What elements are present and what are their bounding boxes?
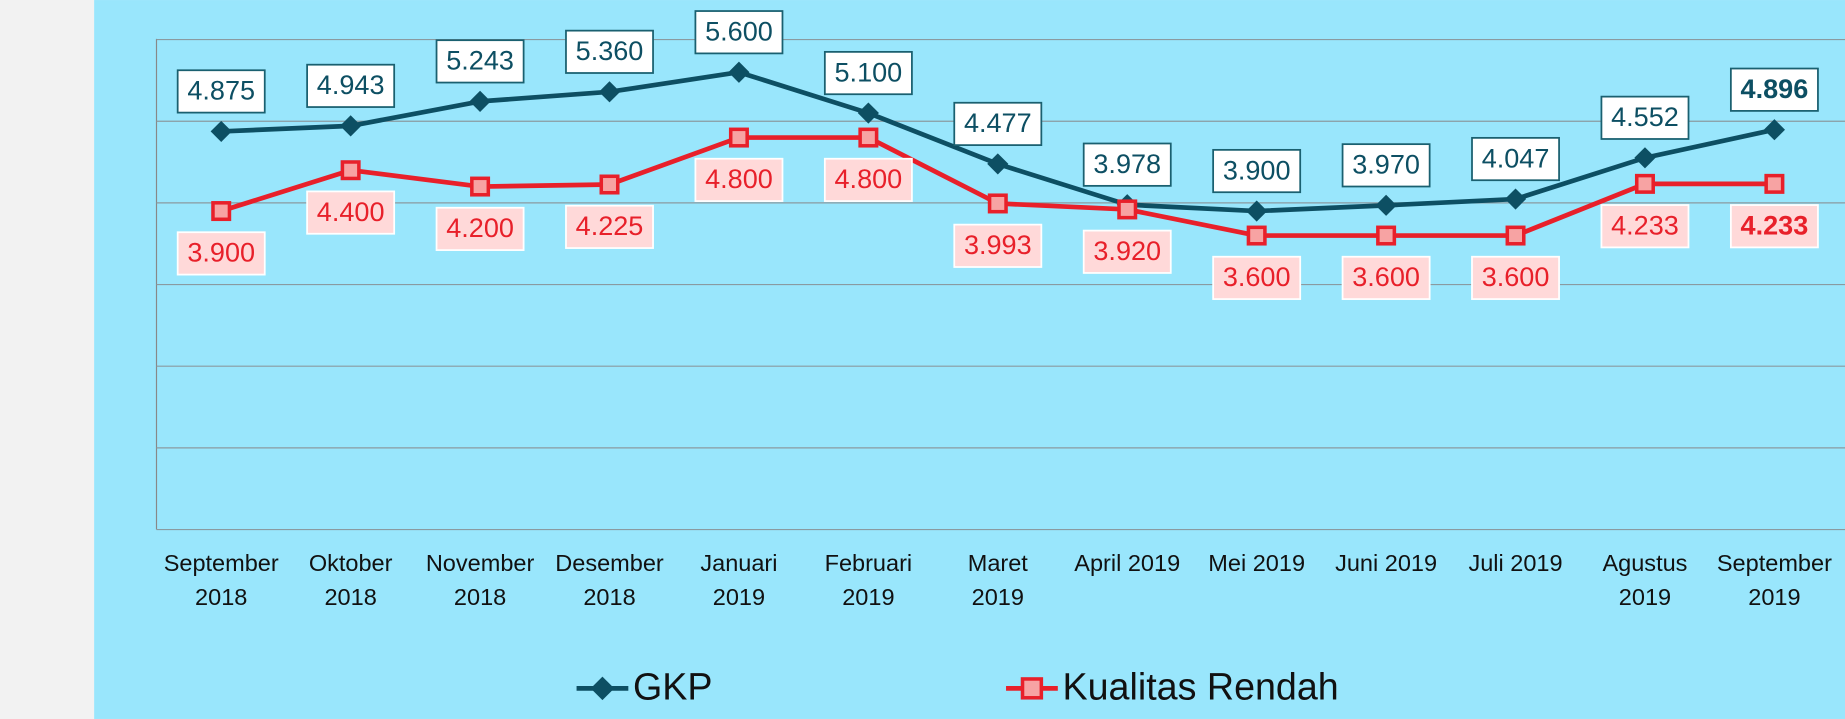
legend-marker xyxy=(590,676,615,701)
data-label-box xyxy=(1729,67,1819,112)
data-label: 3.978 xyxy=(1093,149,1161,179)
data-label-box xyxy=(565,204,654,249)
data-label-box xyxy=(435,206,525,251)
x-tick-label: September 2019 xyxy=(1717,550,1832,610)
data-label: 4.047 xyxy=(1482,143,1550,173)
data-label: 4.400 xyxy=(317,197,385,227)
data-label: 4.200 xyxy=(446,213,514,243)
legend-marker xyxy=(1020,677,1044,700)
data-label: 3.970 xyxy=(1352,150,1420,180)
data-label-box xyxy=(1212,255,1302,300)
point-marker xyxy=(987,193,1008,214)
legend-label: GKP xyxy=(633,666,712,708)
data-label-box xyxy=(306,190,396,235)
x-tick-label: Februari 2019 xyxy=(825,550,913,610)
data-label: 4.225 xyxy=(576,211,644,241)
data-label-box xyxy=(694,10,784,55)
data-label-box xyxy=(953,223,1043,268)
data-label: 4.477 xyxy=(964,108,1032,138)
data-label-box xyxy=(1212,148,1302,194)
data-label: 3.993 xyxy=(964,230,1032,260)
x-tick-label: Juli 2019 xyxy=(1468,550,1562,576)
data-label: 3.900 xyxy=(187,238,255,268)
data-label-box xyxy=(306,63,396,108)
data-label: 4.233 xyxy=(1741,211,1809,241)
data-label-box xyxy=(1082,229,1172,274)
data-label-box xyxy=(823,50,913,96)
data-label: 5.100 xyxy=(835,57,903,87)
point-marker xyxy=(470,176,491,197)
point-marker xyxy=(1375,194,1397,216)
data-label-box xyxy=(1729,204,1819,249)
data-label-box xyxy=(176,231,266,276)
data-label: 3.600 xyxy=(1482,262,1550,292)
data-label-box xyxy=(435,39,525,84)
data-label: 5.360 xyxy=(576,36,644,66)
point-marker xyxy=(858,127,879,148)
point-marker xyxy=(340,115,362,137)
data-label-box xyxy=(565,29,654,74)
data-label: 3.600 xyxy=(1223,262,1291,292)
data-label: 4.233 xyxy=(1611,211,1679,241)
point-marker xyxy=(1117,199,1138,220)
x-tick-label: Maret 2019 xyxy=(968,550,1029,610)
point-marker xyxy=(1376,225,1397,246)
data-label-box xyxy=(1341,143,1431,188)
data-label: 4.943 xyxy=(317,70,385,100)
point-marker xyxy=(1634,147,1656,169)
data-label: 3.920 xyxy=(1093,236,1161,266)
point-marker xyxy=(1634,173,1655,194)
x-tick-label: September 2018 xyxy=(164,550,279,610)
point-marker xyxy=(211,201,232,222)
x-tick-label: Desember 2018 xyxy=(555,550,664,610)
point-marker xyxy=(210,120,232,143)
point-marker xyxy=(340,160,361,181)
data-label: 3.600 xyxy=(1352,262,1420,292)
point-marker xyxy=(1504,188,1527,210)
x-tick-label: Mei 2019 xyxy=(1208,550,1305,576)
data-label-box xyxy=(694,157,784,202)
data-label: 5.243 xyxy=(446,46,514,76)
data-label-box xyxy=(1471,255,1560,300)
x-tick-label: Oktober 2018 xyxy=(309,550,393,610)
data-label: 4.552 xyxy=(1611,102,1679,132)
x-tick-label: Januari 2019 xyxy=(700,550,777,610)
x-tick-label: Juni 2019 xyxy=(1335,550,1437,576)
data-label: 3.900 xyxy=(1223,155,1291,185)
data-label: 4.875 xyxy=(187,76,255,106)
point-marker xyxy=(728,61,750,83)
data-label-box xyxy=(1082,142,1172,187)
data-label: 4.800 xyxy=(835,164,903,194)
point-marker xyxy=(599,174,620,195)
data-label: 4.800 xyxy=(705,164,773,194)
data-label: 5.600 xyxy=(705,17,773,47)
point-marker xyxy=(1246,225,1267,246)
x-tick-label: Agustus 2019 xyxy=(1602,550,1687,610)
data-label-box xyxy=(1471,136,1560,182)
point-marker xyxy=(1505,225,1526,246)
x-tick-label: April 2019 xyxy=(1074,550,1180,576)
data-label-box xyxy=(1341,255,1431,300)
point-marker xyxy=(857,102,879,124)
data-label-box xyxy=(176,69,266,114)
point-marker xyxy=(987,153,1009,175)
data-label-box xyxy=(823,157,913,202)
point-marker xyxy=(469,90,491,112)
side-strip xyxy=(0,0,95,719)
data-label: 4.896 xyxy=(1741,74,1809,104)
point-marker xyxy=(1246,200,1268,222)
point-marker xyxy=(728,127,749,148)
data-label-box xyxy=(953,101,1043,146)
data-label-box xyxy=(1600,204,1690,249)
point-marker xyxy=(1764,173,1785,194)
x-tick-label: November 2018 xyxy=(426,550,535,610)
data-label-box xyxy=(1600,95,1690,140)
legend-label: Kualitas Rendah xyxy=(1063,666,1339,708)
